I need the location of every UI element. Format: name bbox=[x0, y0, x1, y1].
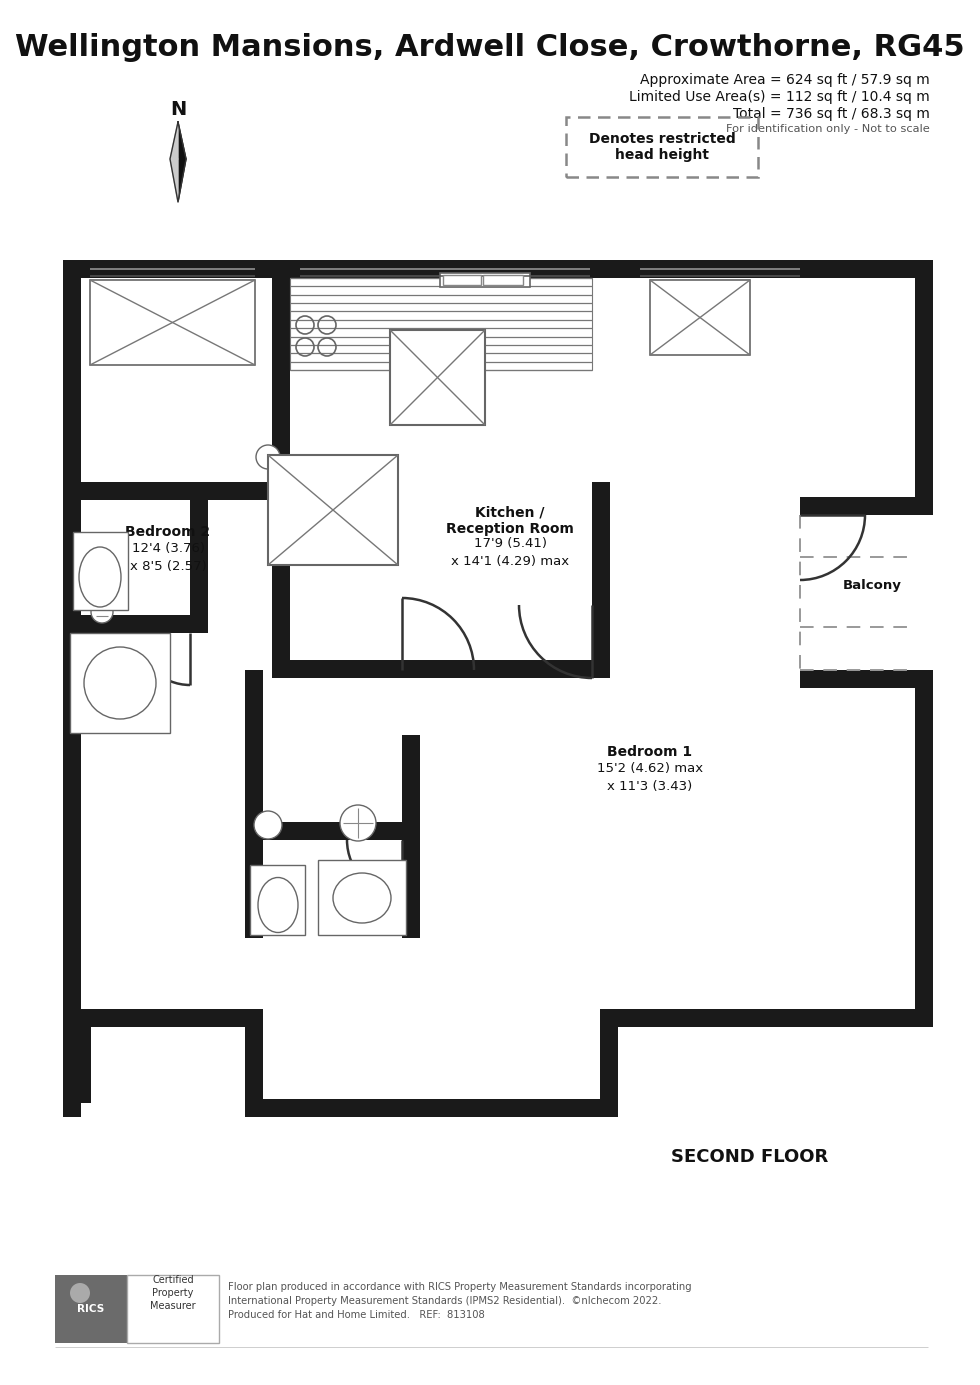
Bar bbox=[90, 280, 255, 366]
Bar bbox=[63, 482, 285, 500]
Circle shape bbox=[256, 445, 280, 470]
Bar bbox=[800, 515, 933, 670]
Bar bbox=[190, 482, 208, 633]
Circle shape bbox=[70, 1283, 90, 1303]
Text: Wellington Mansions, Ardwell Close, Crowthorne, RG45: Wellington Mansions, Ardwell Close, Crow… bbox=[15, 33, 965, 62]
Text: 12'4 (3.76)
x 8'5 (2.57): 12'4 (3.76) x 8'5 (2.57) bbox=[129, 542, 207, 573]
Bar bbox=[402, 735, 420, 839]
Text: 17'9 (5.41)
x 14'1 (4.29) max: 17'9 (5.41) x 14'1 (4.29) max bbox=[451, 537, 569, 568]
Bar bbox=[650, 280, 750, 355]
Bar bbox=[300, 269, 590, 270]
Bar bbox=[483, 276, 523, 285]
Bar bbox=[63, 260, 81, 1116]
Bar bbox=[600, 1010, 933, 1028]
Polygon shape bbox=[170, 122, 178, 159]
Polygon shape bbox=[178, 122, 186, 159]
Bar bbox=[245, 670, 263, 938]
Bar bbox=[800, 497, 933, 515]
Bar bbox=[127, 1276, 219, 1343]
Bar bbox=[250, 866, 305, 935]
Text: Produced for Hat and Home Limited.   REF:  813108: Produced for Hat and Home Limited. REF: … bbox=[228, 1310, 485, 1320]
Bar bbox=[55, 1276, 127, 1343]
Circle shape bbox=[91, 601, 113, 623]
Polygon shape bbox=[178, 159, 186, 202]
Text: SECOND FLOOR: SECOND FLOOR bbox=[671, 1148, 829, 1166]
Bar bbox=[290, 278, 592, 370]
Text: International Property Measurement Standards (IPMS2 Residential).  ©nlchecom 202: International Property Measurement Stand… bbox=[228, 1296, 662, 1306]
Text: Certified
Property
Measurer: Certified Property Measurer bbox=[150, 1274, 196, 1312]
Bar bbox=[90, 269, 255, 270]
Text: Bedroom 1: Bedroom 1 bbox=[608, 745, 693, 759]
Bar bbox=[245, 1010, 600, 1116]
Ellipse shape bbox=[79, 547, 121, 607]
Bar bbox=[592, 482, 610, 679]
Bar bbox=[640, 269, 800, 270]
Text: Bedroom 2: Bedroom 2 bbox=[125, 525, 211, 539]
Polygon shape bbox=[170, 122, 186, 202]
Circle shape bbox=[84, 647, 156, 719]
Bar bbox=[245, 1100, 618, 1116]
Bar bbox=[63, 1010, 263, 1028]
Bar bbox=[600, 1010, 618, 1116]
Bar bbox=[566, 116, 758, 177]
Bar bbox=[915, 670, 933, 1028]
Text: For identification only - Not to scale: For identification only - Not to scale bbox=[726, 125, 930, 134]
Text: Total = 736 sq ft / 68.3 sq m: Total = 736 sq ft / 68.3 sq m bbox=[733, 107, 930, 120]
Text: Limited Use Area(s) = 112 sq ft / 10.4 sq m: Limited Use Area(s) = 112 sq ft / 10.4 s… bbox=[629, 90, 930, 104]
Bar bbox=[245, 1010, 263, 1116]
Polygon shape bbox=[170, 159, 178, 202]
Bar bbox=[63, 260, 933, 1028]
Bar bbox=[800, 670, 933, 688]
Bar bbox=[63, 615, 208, 633]
Circle shape bbox=[340, 805, 376, 841]
Ellipse shape bbox=[333, 873, 391, 922]
Bar bbox=[443, 276, 481, 285]
Circle shape bbox=[254, 812, 282, 839]
Bar bbox=[272, 560, 290, 670]
Bar bbox=[402, 838, 420, 938]
Bar bbox=[268, 456, 398, 565]
Bar bbox=[70, 633, 170, 733]
Bar bbox=[915, 260, 933, 515]
Bar bbox=[272, 661, 602, 679]
Bar bbox=[390, 330, 485, 425]
Text: 15'2 (4.62) max
x 11'3 (3.43): 15'2 (4.62) max x 11'3 (3.43) bbox=[597, 762, 703, 794]
Bar bbox=[272, 260, 290, 490]
Text: Approximate Area = 624 sq ft / 57.9 sq m: Approximate Area = 624 sq ft / 57.9 sq m bbox=[640, 73, 930, 87]
Text: Balcony: Balcony bbox=[843, 579, 902, 591]
Text: Kitchen /
Reception Room: Kitchen / Reception Room bbox=[446, 506, 574, 536]
Text: N: N bbox=[170, 100, 186, 119]
Bar bbox=[73, 532, 128, 609]
Bar bbox=[245, 823, 420, 839]
Bar bbox=[440, 273, 530, 287]
Text: Floor plan produced in accordance with RICS Property Measurement Standards incor: Floor plan produced in accordance with R… bbox=[228, 1283, 692, 1292]
Bar bbox=[318, 860, 406, 935]
Text: RICS: RICS bbox=[77, 1305, 105, 1314]
Ellipse shape bbox=[258, 878, 298, 932]
Bar bbox=[63, 260, 933, 278]
Text: Denotes restricted
head height: Denotes restricted head height bbox=[589, 132, 735, 162]
Bar bbox=[63, 1010, 91, 1102]
